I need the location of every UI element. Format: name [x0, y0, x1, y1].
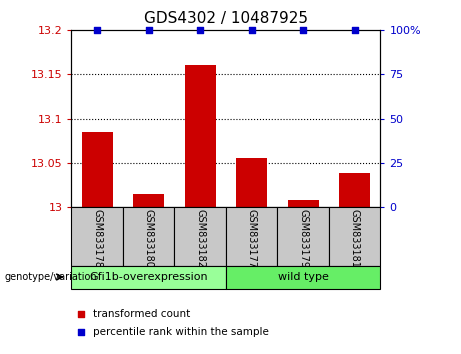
- Text: percentile rank within the sample: percentile rank within the sample: [93, 327, 269, 337]
- Text: GSM833177: GSM833177: [247, 209, 257, 268]
- Bar: [226, 266, 380, 289]
- Point: [300, 27, 307, 33]
- Text: GSM833180: GSM833180: [144, 209, 154, 268]
- Bar: [329, 207, 380, 266]
- Text: GSM833179: GSM833179: [298, 209, 308, 268]
- Point: [77, 312, 84, 317]
- Text: Gfi1b-overexpression: Gfi1b-overexpression: [89, 272, 208, 282]
- Bar: [71, 266, 226, 289]
- Title: GDS4302 / 10487925: GDS4302 / 10487925: [144, 11, 308, 26]
- Bar: [339, 173, 370, 207]
- Bar: [185, 65, 216, 207]
- Point: [77, 329, 84, 335]
- Bar: [133, 194, 164, 207]
- Text: GSM833181: GSM833181: [349, 209, 360, 268]
- Bar: [288, 200, 319, 207]
- Text: GSM833178: GSM833178: [92, 209, 102, 268]
- Point: [196, 27, 204, 33]
- Bar: [226, 207, 278, 266]
- Text: genotype/variation: genotype/variation: [5, 272, 97, 282]
- Point: [248, 27, 255, 33]
- Bar: [174, 207, 226, 266]
- Point: [351, 27, 358, 33]
- Bar: [82, 132, 112, 207]
- Text: transformed count: transformed count: [93, 309, 190, 319]
- Bar: [71, 207, 123, 266]
- Point: [94, 27, 101, 33]
- Bar: [236, 158, 267, 207]
- Point: [145, 27, 152, 33]
- Text: GSM833182: GSM833182: [195, 209, 205, 268]
- Text: wild type: wild type: [278, 272, 329, 282]
- Bar: [278, 207, 329, 266]
- Bar: [123, 207, 174, 266]
